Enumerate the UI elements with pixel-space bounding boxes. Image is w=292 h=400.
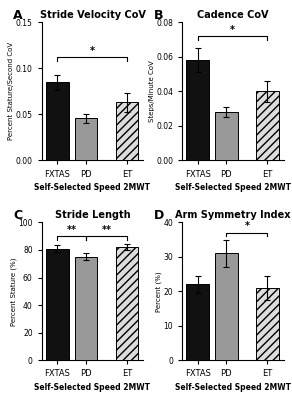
Y-axis label: Percent (%): Percent (%) (156, 271, 162, 312)
Y-axis label: Percent Stature/Second CoV: Percent Stature/Second CoV (8, 42, 14, 140)
Title: Cadence CoV: Cadence CoV (197, 10, 269, 20)
Bar (75, 257, 97, 360)
Text: *: * (244, 221, 249, 231)
Bar (75, 118, 97, 160)
Bar (116, 247, 138, 360)
Title: Arm Symmetry Index: Arm Symmetry Index (175, 210, 291, 220)
Bar (256, 288, 279, 360)
X-axis label: Self-Selected Speed 2MWT: Self-Selected Speed 2MWT (34, 183, 150, 192)
Bar (46, 82, 69, 160)
X-axis label: Self-Selected Speed 2MWT: Self-Selected Speed 2MWT (175, 183, 291, 192)
Bar (215, 254, 238, 360)
Text: C: C (13, 208, 22, 222)
X-axis label: Self-Selected Speed 2MWT: Self-Selected Speed 2MWT (34, 383, 150, 392)
Text: *: * (230, 25, 235, 35)
Bar (46, 248, 69, 360)
Title: Stride Velocity CoV: Stride Velocity CoV (39, 10, 145, 20)
Y-axis label: Steps/Minute CoV: Steps/Minute CoV (149, 60, 155, 122)
Bar (187, 284, 209, 360)
Text: **: ** (101, 225, 111, 235)
Text: *: * (90, 46, 95, 56)
Bar (187, 60, 209, 160)
Text: **: ** (67, 225, 77, 235)
Bar (215, 112, 238, 160)
Y-axis label: Percent Stature (%): Percent Stature (%) (10, 257, 17, 326)
Text: A: A (13, 8, 23, 22)
X-axis label: Self-Selected Speed 2MWT: Self-Selected Speed 2MWT (175, 383, 291, 392)
Text: D: D (154, 208, 164, 222)
Bar (256, 92, 279, 160)
Bar (116, 102, 138, 160)
Title: Stride Length: Stride Length (55, 210, 130, 220)
Text: B: B (154, 8, 163, 22)
